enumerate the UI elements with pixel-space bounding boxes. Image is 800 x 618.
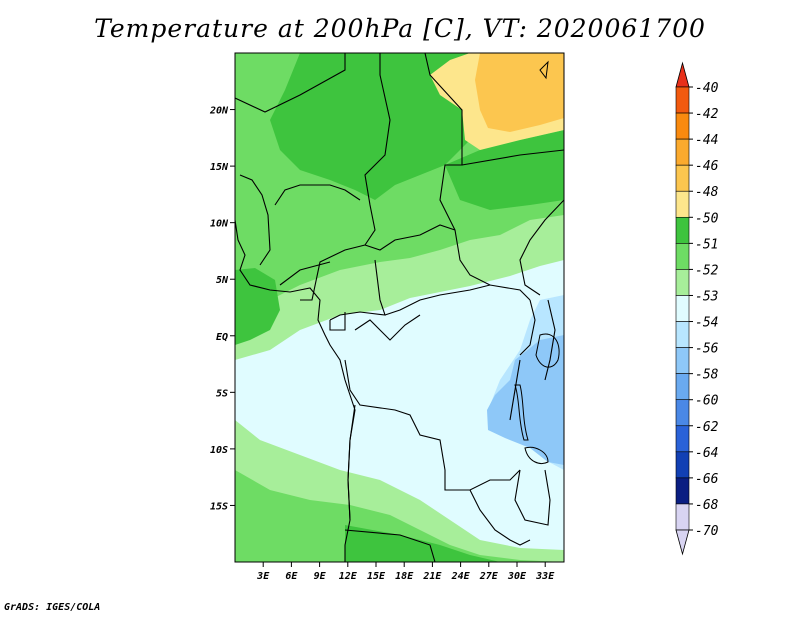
colorbar-label: -44	[695, 133, 718, 148]
map-panel: 3E 6E 9E 12E 15E 18E 21E 24E 27E 30E 33E 20N 15N 10N…	[209, 52, 565, 582]
colorbar-label: -42	[695, 107, 719, 122]
colorbar-label: -62	[695, 420, 719, 435]
lon-label: 6E	[285, 571, 298, 582]
colorbar-segment	[675, 112, 690, 140]
colorbar-segment	[675, 295, 690, 322]
colorbar-label: -53	[695, 289, 718, 304]
lon-label: 9E	[314, 571, 327, 582]
colorbar-segment	[675, 451, 690, 479]
lon-label: 27E	[479, 571, 499, 582]
lat-label: 10N	[210, 219, 229, 230]
field-51-west	[235, 268, 280, 345]
grads-credit: GrADS: IGES/COLA	[4, 602, 101, 613]
colorbar-segment	[675, 138, 690, 166]
field-48	[475, 53, 564, 132]
lat-axis: 20N 15N 10N 5N EQ 5S 10S 15S	[209, 106, 235, 512]
colorbar-label: -66	[695, 472, 719, 487]
colorbar-label: -51	[695, 237, 718, 252]
colorbar-segment	[675, 164, 690, 192]
colorbar-label: -68	[695, 498, 719, 513]
colorbar: -40 -42 -44 -46 -48 -50 -51 -52 -53 -54 -56 -58 -60 -…	[675, 61, 719, 556]
lat-label: 5N	[216, 275, 229, 286]
colorbar-segment	[675, 425, 690, 453]
colorbar-segment	[675, 216, 690, 244]
lakes	[514, 60, 560, 464]
colorbar-label: -40	[695, 81, 719, 96]
colorbar-segment	[675, 243, 690, 270]
field-51-east	[445, 130, 564, 210]
colorbar-label: -70	[695, 524, 719, 539]
field-58	[487, 335, 564, 465]
map-frame	[234, 52, 565, 563]
lat-label: EQ	[216, 332, 228, 343]
colorbar-segment	[675, 190, 690, 218]
colorbar-label: -60	[695, 394, 719, 409]
colorbar-segment	[675, 321, 690, 348]
colorbar-segment	[675, 269, 690, 296]
lon-label: 18E	[395, 571, 414, 582]
colorbar-top-arrow	[675, 61, 690, 88]
colorbar-label: -46	[695, 159, 719, 174]
colorbar-segment	[675, 399, 690, 427]
colorbar-bottom-arrow	[675, 529, 690, 556]
coastline	[235, 219, 356, 521]
colorbar-segment	[675, 373, 690, 401]
lat-label: 20N	[209, 106, 229, 117]
colorbar-label: -52	[695, 263, 719, 278]
field-52-south	[235, 470, 564, 562]
field-51-north	[270, 53, 470, 200]
lat-label: 15S	[210, 501, 228, 512]
lon-axis: 3E 6E 9E 12E 15E 18E 21E 24E 27E 30E 33E	[256, 562, 555, 582]
lon-label: 30E	[507, 571, 527, 582]
colorbar-segment	[675, 86, 690, 114]
colorbar-segment	[675, 347, 690, 374]
lon-label: 33E	[535, 571, 555, 582]
field-51-south	[345, 525, 500, 562]
lon-label: 15E	[367, 571, 386, 582]
colorbar-label: -50	[695, 211, 719, 226]
lat-label: 15N	[210, 162, 229, 173]
colorbar-label: -54	[695, 316, 718, 331]
lon-label: 24E	[451, 571, 471, 582]
colorbar-segment	[675, 477, 690, 505]
lon-label: 3E	[256, 571, 270, 582]
lat-label: 5S	[216, 388, 228, 399]
colorbar-label: -64	[695, 446, 718, 461]
lon-label: 21E	[422, 571, 442, 582]
colorbar-segment	[675, 503, 690, 531]
chart-title: Temperature at 200hPa [C], VT: 202006170…	[94, 14, 706, 43]
country-borders	[235, 53, 564, 562]
lat-label: 10S	[210, 445, 228, 456]
colorbar-label: -58	[695, 368, 719, 383]
lon-label: 12E	[339, 571, 358, 582]
colorbar-label: -48	[695, 185, 719, 200]
colorbar-label: -56	[695, 342, 719, 357]
